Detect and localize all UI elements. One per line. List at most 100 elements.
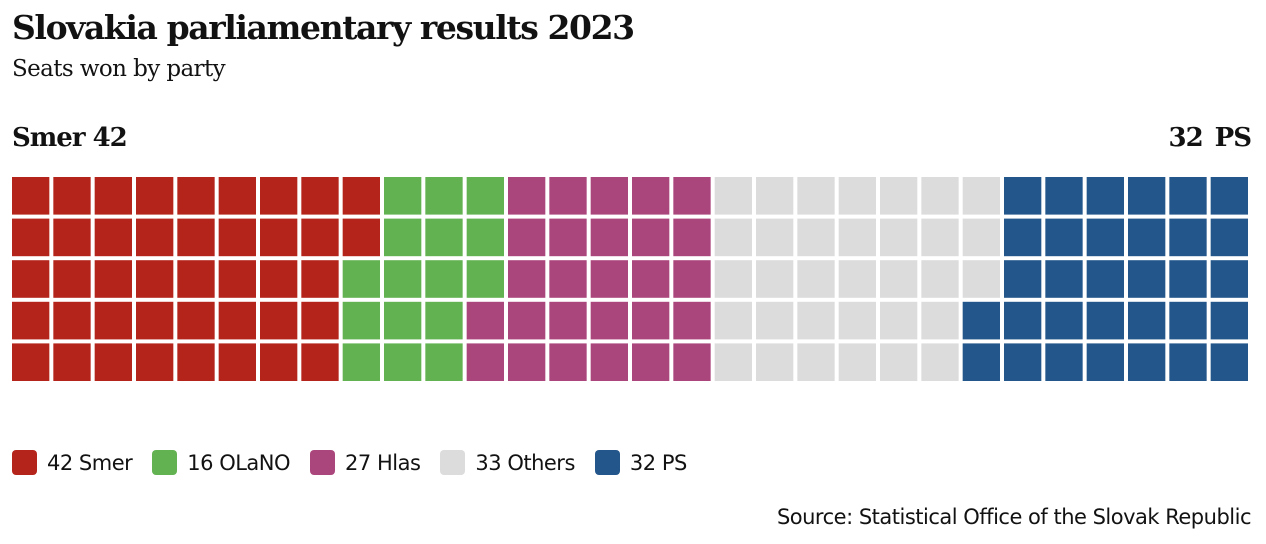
seat-others [838,177,876,215]
seat-hlas [590,343,628,381]
seat-others [714,343,752,381]
seat-smer [94,301,132,340]
seat-others [714,260,752,298]
seat-hlas [632,260,670,298]
seat-smer [136,301,174,340]
legend-name-olano: OLaNO [219,450,291,475]
seat-smer [177,177,215,215]
legend-swatch-olano [152,450,178,475]
legend-item-smer: 42 Smer [12,450,133,475]
seat-olano [466,260,504,298]
legend-item-olano: 16 OLaNO [152,450,291,475]
seat-others [756,218,794,257]
seat-smer [218,260,256,298]
seat-smer [12,343,50,381]
seat-others [797,260,835,298]
seat-olano [342,260,380,298]
seat-ps [1128,301,1166,340]
legend-swatch-others [440,450,466,475]
seat-olano [466,177,504,215]
seat-ps [1169,218,1207,257]
seat-others [921,260,959,298]
seat-others [756,260,794,298]
seat-others [921,177,959,215]
seat-others [797,343,835,381]
seat-smer [53,301,91,340]
legend-item-ps: 32 PS [594,450,688,475]
seat-hlas [508,301,546,340]
seat-ps [1004,301,1042,340]
legend-value-hlas: 27 [345,450,371,475]
seat-ps [1128,343,1166,381]
seat-others [838,218,876,257]
seat-smer [12,177,50,215]
seat-ps [962,301,1000,340]
seat-olano [342,301,380,340]
seat-others [838,301,876,340]
seat-olano [425,301,463,340]
seat-others [880,301,918,340]
leading-party-label: Smer 42 [12,120,128,156]
seat-hlas [466,301,504,340]
seat-hlas [590,301,628,340]
chart-title: Slovakia parliamentary results 2023 [12,8,635,47]
seat-ps [1169,177,1207,215]
seat-smer [12,218,50,257]
seat-ps [1004,260,1042,298]
seat-smer [260,260,298,298]
seat-others [921,218,959,257]
seat-others [880,260,918,298]
leading-party-seats: 42 [92,123,128,153]
seat-hlas [590,260,628,298]
seat-others [880,177,918,215]
seat-others [714,177,752,215]
seat-hlas [632,177,670,215]
seat-ps [1045,301,1083,340]
seat-others [797,301,835,340]
legend-value-olano: 16 [187,450,213,475]
seat-ps [1169,260,1207,298]
seat-smer [53,177,91,215]
seat-hlas [673,343,711,381]
seat-smer [53,218,91,257]
seat-others [962,218,1000,257]
seat-others [880,218,918,257]
seat-smer [301,343,339,381]
seat-smer [177,343,215,381]
seat-smer [53,343,91,381]
seat-hlas [549,343,587,381]
seat-hlas [632,343,670,381]
seat-ps [1210,343,1248,381]
seat-smer [136,343,174,381]
seat-ps [1045,260,1083,298]
seat-hlas [466,343,504,381]
seat-hlas [549,177,587,215]
second-party-label: 32 PS [1168,120,1252,156]
seat-ps [1086,218,1124,257]
seat-ps [1004,218,1042,257]
seat-smer [94,218,132,257]
source-note: Source: Statistical Office of the Slovak… [776,505,1252,529]
seat-smer [136,260,174,298]
seat-smer [218,343,256,381]
seat-ps [1128,260,1166,298]
seat-ps [1210,301,1248,340]
seat-smer [53,260,91,298]
seat-others [962,260,1000,298]
seat-smer [12,301,50,340]
seat-hlas [673,177,711,215]
seat-olano [384,218,422,257]
seat-ps [1086,343,1124,381]
seat-smer [260,343,298,381]
seat-ps [962,343,1000,381]
seat-ps [1210,260,1248,298]
seat-ps [1086,260,1124,298]
seat-smer [218,177,256,215]
legend-name-ps: PS [661,450,688,475]
seat-olano [384,177,422,215]
seat-olano [384,301,422,340]
seat-smer [94,343,132,381]
seat-smer [301,301,339,340]
seat-others [797,218,835,257]
seat-smer [260,301,298,340]
